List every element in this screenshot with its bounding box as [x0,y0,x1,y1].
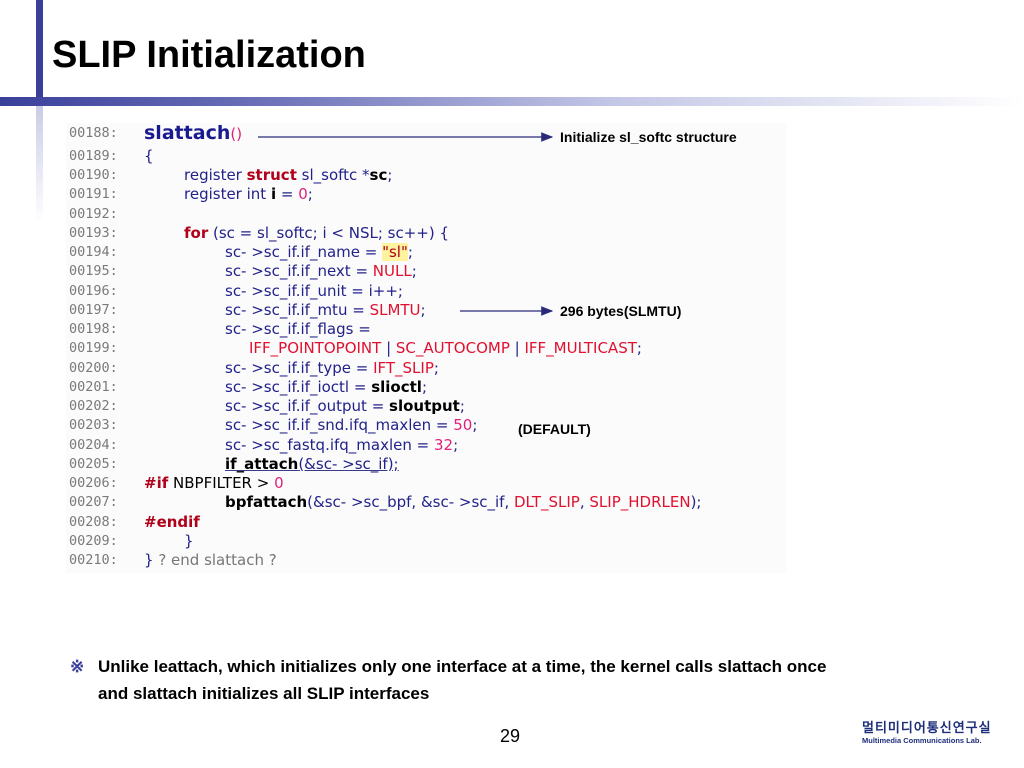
code-text: sc- >sc_if.if_output = sloutput; [225,397,465,415]
code-text: register struct sl_softc *sc; [184,166,393,184]
line-number: 00190: [69,167,118,183]
code-text: #endif [144,513,200,531]
line-number: 00200: [69,360,118,376]
line-number: 00204: [69,437,118,453]
logo-korean-text: 멀티미디어통신연구실 [862,720,992,735]
code-text: } [184,532,194,550]
line-number: 00206: [69,475,118,491]
line-number: 00201: [69,379,118,395]
line-number: 00207: [69,494,118,510]
line-number: 00203: [69,417,118,433]
code-function-header: slattach() [144,122,243,144]
code-text: sc- >sc_fastq.ifq_maxlen = 32; [225,436,459,454]
line-number: 00189: [69,148,118,164]
line-number: 00199: [69,340,118,356]
footnote-line-2: and slattach initializes all SLIP interf… [98,684,430,703]
slide-title: SLIP Initialization [52,34,366,76]
code-text: sc- >sc_if.if_ioctl = slioctl; [225,378,427,396]
code-text: #if NBPFILTER > 0 [144,474,284,492]
lab-logo: 멀티미디어통신연구실 Multimedia Communications Lab… [862,720,1002,750]
logo-english-text: Multimedia Communications Lab. [862,736,982,745]
annotation-mtu: 296 bytes(SLMTU) [560,303,682,319]
code-text: sc- >sc_if.if_flags = [225,320,371,338]
page-number: 29 [500,726,521,746]
line-number: 00195: [69,263,118,279]
code-text: } ? end slattach ? [144,551,277,569]
code-text: bpfattach(&sc- >sc_bpf, &sc- >sc_if, DLT… [225,493,702,511]
line-number: 00191: [69,186,118,202]
code-text: sc- >sc_if.if_type = IFT_SLIP; [225,359,439,377]
code-text: for (sc = sl_softc; i < NSL; sc++) { [184,224,450,242]
code-text: sc- >sc_if.if_mtu = SLMTU; [225,301,426,319]
code-text: { [144,147,154,165]
annotation-init: Initialize sl_softc structure [560,129,737,145]
line-number: 00188: [69,125,118,141]
code-text: sc- >sc_if.if_snd.ifq_maxlen = 50; [225,416,478,434]
line-number: 00193: [69,225,118,241]
line-number: 00210: [69,552,118,568]
title-accent-vertical-bar [36,0,43,103]
annotation-default: (DEFAULT) [518,421,591,437]
reference-mark-icon: ※ [70,657,85,676]
line-number: 00194: [69,244,118,260]
line-number: 00198: [69,321,118,337]
function-name: slattach [144,122,231,144]
code-text: sc- >sc_if.if_name = "sl"; [225,243,413,261]
title-accent-horizontal-bar [0,97,1024,106]
line-number: 00209: [69,533,118,549]
title-accent-vertical-fade [36,103,43,223]
code-listing: 00188: 00189: 00190: 00191: 00192: 00193… [66,122,786,573]
code-text: sc- >sc_if.if_unit = i++; [225,282,403,300]
footnote-line-1: Unlike leattach, which initializes only … [98,657,827,676]
line-number: 00196: [69,283,118,299]
code-text: register int i = 0; [184,185,313,203]
line-number: 00208: [69,514,118,530]
line-number: 00197: [69,302,118,318]
line-number: 00205: [69,456,118,472]
code-text: sc- >sc_if.if_next = NULL; [225,262,417,280]
line-number: 00192: [69,206,118,222]
code-text: if_attach(&sc- >sc_if); [225,455,399,473]
line-number: 00202: [69,398,118,414]
code-text: IFF_POINTOPOINT | SC_AUTOCOMP | IFF_MULT… [249,339,642,357]
